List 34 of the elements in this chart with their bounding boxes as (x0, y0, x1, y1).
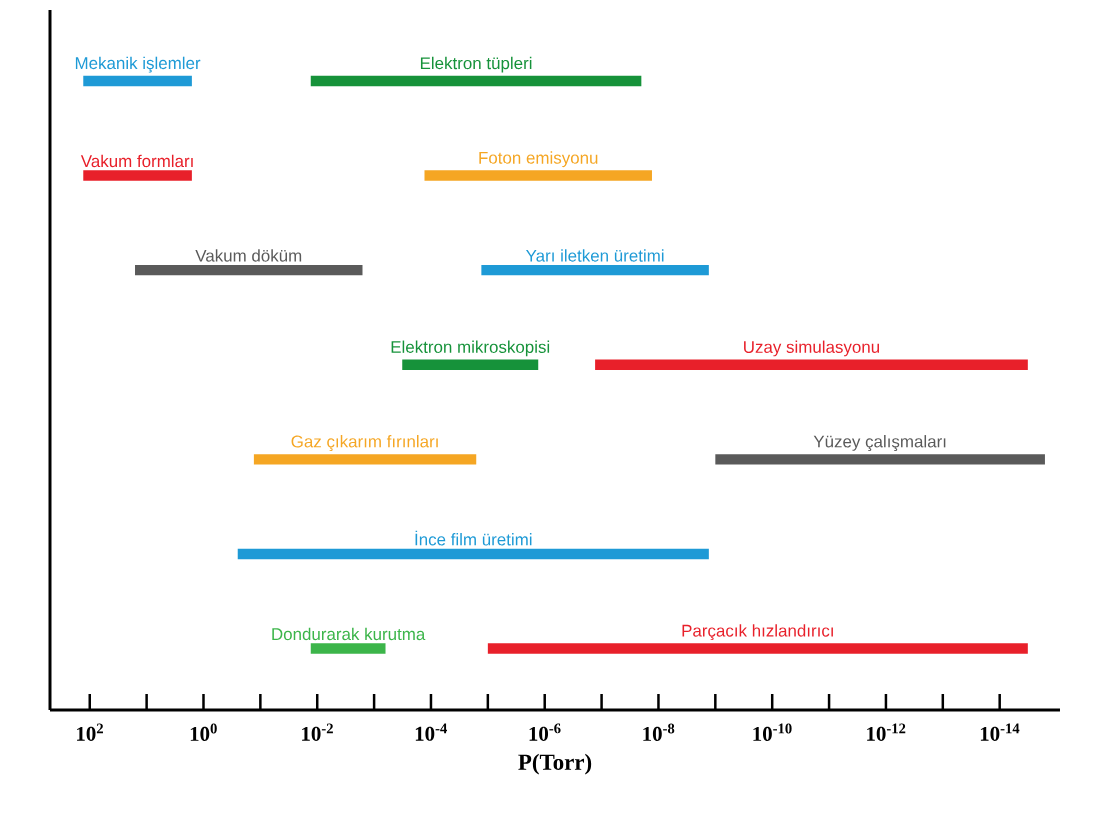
bar (253, 454, 477, 465)
x-tick-label: 10$^{0}$ (190, 723, 217, 741)
bar (424, 170, 652, 181)
x-tick-label: 10$^{-14}$ (980, 723, 1020, 741)
data-label: Vakum döküm (195, 249, 302, 262)
data-label: Mekanik işlemler (75, 56, 201, 73)
data-label: Parçacık hızlandırıcı (682, 624, 833, 641)
x-tick-label: 10$^{-6}$ (529, 723, 561, 741)
data-label: Yüzey çalışmaları (813, 435, 946, 451)
bar (487, 643, 1028, 654)
data-label: Vakum formları (80, 154, 193, 168)
x-tick-label: 10$^{-4}$ (415, 723, 448, 741)
bar (310, 643, 386, 654)
x-tick-label: 10$^{-12}$ (867, 723, 906, 741)
data-label: İnce film üretimi (415, 530, 532, 546)
x-axis-title: P(Torr) (518, 753, 592, 775)
bar (402, 359, 539, 370)
x-tick-label: 10$^{-8}$ (643, 723, 675, 741)
x-tick-label: 10$^{-10}$ (753, 723, 792, 741)
x-tick-label: 10$^{-2}$ (302, 723, 333, 741)
x-tick-label: 10$^{2}$ (77, 723, 103, 741)
bar (135, 264, 363, 276)
bar (715, 454, 1045, 465)
data-label: Elektron mikroskopisi (391, 340, 550, 357)
data-label: Dondurarak kurutma (272, 627, 426, 641)
bar (237, 548, 709, 560)
bar (595, 359, 1028, 370)
data-label: Gaz çıkarım fırınları (291, 435, 438, 451)
data-label: Foton emisyonu (479, 151, 598, 168)
bar (310, 75, 642, 87)
data-label: Yarı iletken üretimi (525, 249, 664, 262)
data-label: Uzay simulasyonu (744, 340, 880, 357)
bar (83, 75, 192, 87)
data-label: Elektron tüpleri (420, 56, 532, 73)
